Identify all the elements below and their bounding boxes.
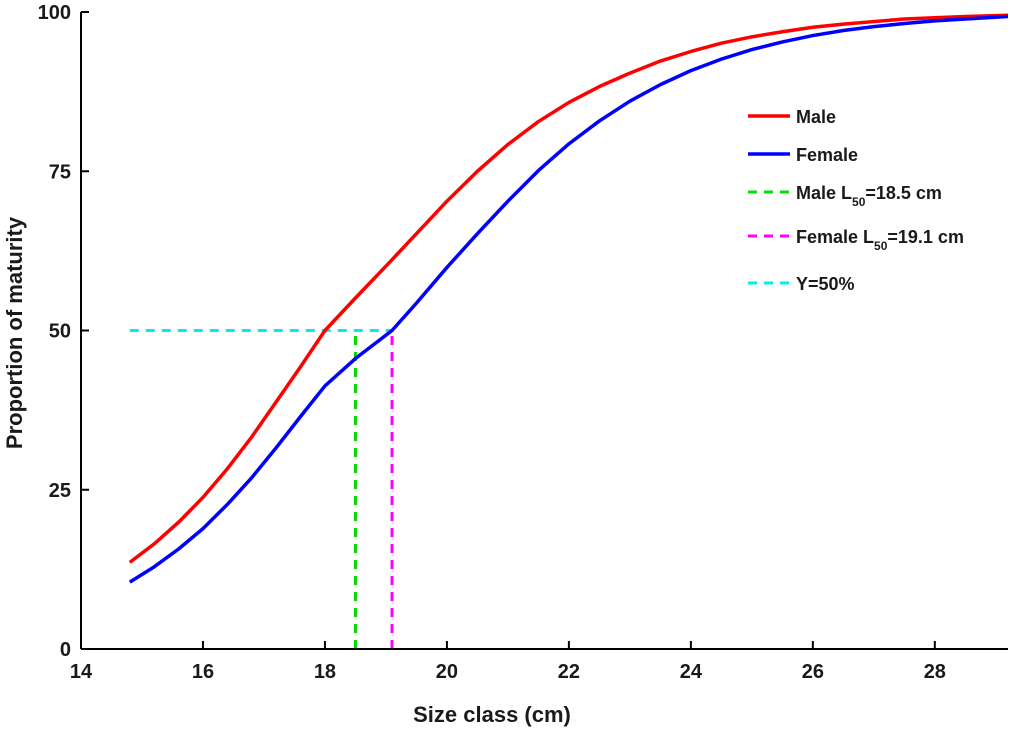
- series-line-1: [128, 14, 1009, 584]
- x-tick-label-6: 26: [802, 661, 824, 683]
- x-tick-label-1: 16: [192, 661, 214, 683]
- legend-label-0: Male: [796, 107, 836, 127]
- ticks: 14 16 18 20 22 24 26 28 0 25 50 75 100: [38, 2, 946, 683]
- legend-label-2: Male L50=18.5 cm: [796, 183, 942, 209]
- axes: [80, 12, 1008, 650]
- x-tick-label-3: 20: [436, 661, 458, 683]
- y-axis-title: Proportion of maturity: [2, 216, 27, 449]
- series-line-0: [128, 13, 1009, 564]
- y-tick-label-1: 25: [49, 480, 71, 502]
- y-tick-label-0: 0: [60, 639, 71, 661]
- y-tick-label-4: 100: [38, 2, 71, 24]
- x-tick-label-7: 28: [924, 661, 946, 683]
- x-tick-label-4: 22: [558, 661, 580, 683]
- x-tick-label-0: 14: [70, 661, 93, 683]
- legend-label-1: Female: [796, 145, 858, 165]
- y-tick-label-2: 50: [49, 321, 71, 343]
- x-axis-title: Size class (cm): [413, 702, 571, 727]
- x-tick-label-2: 18: [314, 661, 336, 683]
- legend: Male Female Male L50=18.5 cm Female L50=19.…: [748, 107, 964, 294]
- x-tick-label-5: 24: [680, 661, 703, 683]
- plot-lines: [128, 13, 1009, 649]
- y-tick-label-3: 75: [49, 161, 71, 183]
- legend-label-4: Y=50%: [796, 274, 855, 294]
- legend-label-3: Female L50=19.1 cm: [796, 227, 964, 253]
